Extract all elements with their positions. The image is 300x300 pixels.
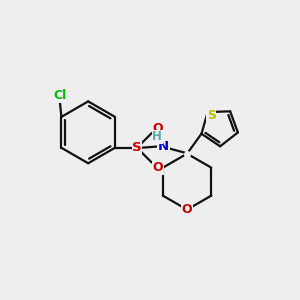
Text: H: H xyxy=(152,130,162,143)
Text: Cl: Cl xyxy=(53,89,67,102)
Text: O: O xyxy=(152,122,163,135)
Text: S: S xyxy=(132,141,142,154)
Text: O: O xyxy=(182,203,192,216)
Text: N: N xyxy=(158,140,169,153)
Text: S: S xyxy=(207,109,216,122)
Text: O: O xyxy=(152,161,163,174)
